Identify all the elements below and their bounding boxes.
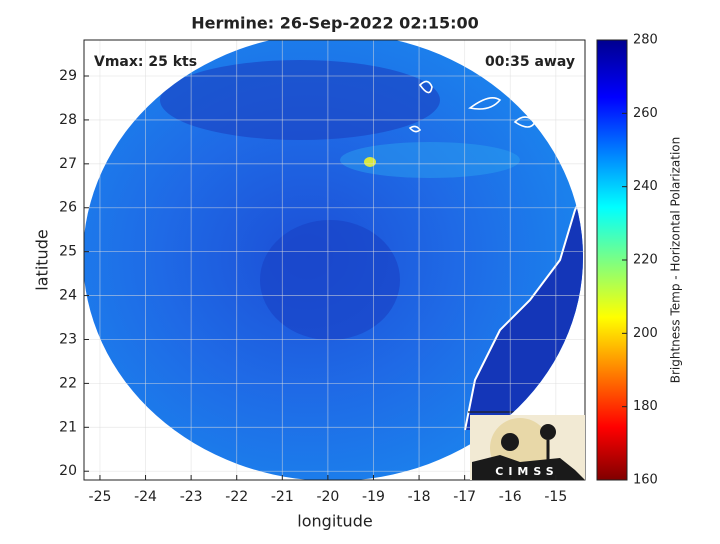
- colorbar-tick-label: 280: [633, 33, 658, 48]
- y-tick-label: 20: [59, 463, 77, 479]
- x-tick-label: -18: [408, 489, 431, 505]
- x-tick-label: -15: [544, 489, 567, 505]
- x-tick-label: -22: [225, 489, 248, 505]
- colorbar-tick-label: 240: [633, 179, 658, 194]
- y-tick-label: 28: [59, 112, 77, 128]
- colorbar-label: Brightness Temp - Horizontal Polarizatio…: [669, 137, 683, 384]
- x-tick-label: -24: [134, 489, 157, 505]
- y-tick-label: 23: [59, 331, 77, 347]
- annotation: Vmax: 25 kts: [94, 54, 197, 70]
- logo-text: CIMSS: [495, 465, 558, 478]
- colorbar-tick-label: 220: [633, 253, 658, 268]
- x-tick-label: -25: [89, 489, 112, 505]
- x-tick-label: -21: [271, 489, 294, 505]
- x-tick-label: -20: [316, 489, 339, 505]
- y-axis-label: latitude: [33, 229, 52, 290]
- satellite-image: [84, 40, 583, 480]
- y-tick-label: 22: [59, 375, 77, 391]
- y-tick-label: 25: [59, 244, 77, 260]
- colorbar-tick-label: 260: [633, 106, 658, 121]
- logo: CIMSS: [470, 415, 585, 480]
- y-tick-label: 27: [59, 156, 77, 172]
- x-axis-label: longitude: [297, 512, 372, 531]
- colorbar-tick-label: 180: [633, 399, 658, 414]
- x-tick-label: -17: [453, 489, 476, 505]
- annotation: 00:35 away: [485, 54, 575, 70]
- x-tick-label: -19: [362, 489, 385, 505]
- y-tick-label: 26: [59, 200, 77, 216]
- colorbar-tick-label: 200: [633, 326, 658, 341]
- x-tick-label: -16: [499, 489, 522, 505]
- chart-title: Hermine: 26-Sep-2022 02:15:00: [191, 14, 479, 33]
- x-tick-label: -23: [180, 489, 203, 505]
- y-tick-label: 29: [59, 68, 77, 84]
- colorbar-tick-label: 160: [633, 473, 658, 488]
- y-tick-label: 24: [59, 288, 77, 304]
- y-tick-label: 21: [59, 419, 77, 435]
- plot-frame: [83, 39, 586, 481]
